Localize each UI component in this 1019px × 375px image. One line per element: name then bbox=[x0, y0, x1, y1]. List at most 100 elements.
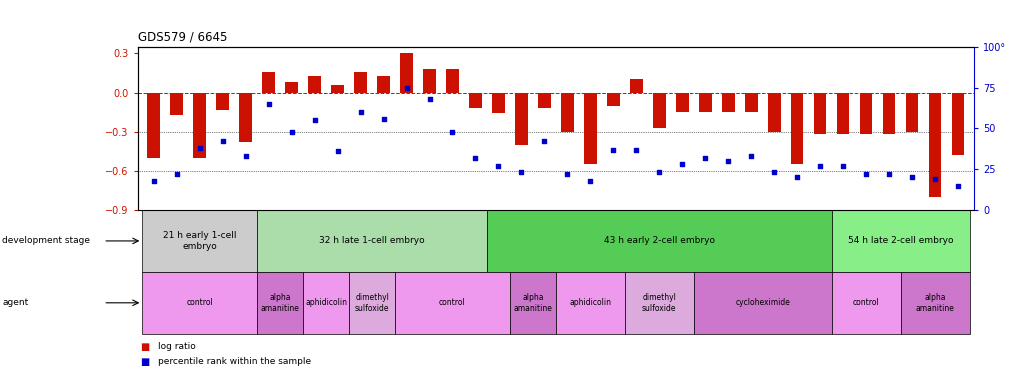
Bar bbox=[138, 210, 973, 275]
Point bbox=[742, 153, 758, 159]
Bar bbox=[257, 210, 486, 272]
Point bbox=[604, 147, 621, 153]
Point bbox=[490, 163, 506, 169]
Point bbox=[513, 170, 529, 176]
Point bbox=[811, 163, 827, 169]
Text: agent: agent bbox=[2, 298, 29, 307]
Text: GDS579 / 6645: GDS579 / 6645 bbox=[138, 30, 227, 43]
Point bbox=[421, 96, 437, 102]
Text: ■: ■ bbox=[140, 357, 149, 367]
Point bbox=[949, 183, 965, 189]
Bar bbox=[900, 272, 968, 334]
Point bbox=[857, 171, 873, 177]
Bar bbox=[630, 80, 642, 93]
Bar bbox=[257, 272, 303, 334]
Text: log ratio: log ratio bbox=[158, 342, 196, 351]
Text: cycloheximide: cycloheximide bbox=[735, 298, 790, 307]
Point bbox=[650, 170, 666, 176]
Point bbox=[628, 147, 644, 153]
Point bbox=[467, 155, 483, 161]
Bar bbox=[928, 93, 941, 197]
Bar bbox=[148, 93, 160, 158]
Bar bbox=[538, 93, 550, 108]
Point bbox=[582, 178, 598, 184]
Bar bbox=[836, 93, 849, 134]
Bar bbox=[510, 272, 555, 334]
Point bbox=[696, 155, 712, 161]
Point bbox=[306, 117, 322, 123]
Text: alpha
amanitine: alpha amanitine bbox=[915, 293, 954, 312]
Bar bbox=[721, 93, 734, 112]
Bar bbox=[394, 272, 510, 334]
Text: ■: ■ bbox=[140, 342, 149, 352]
Bar bbox=[377, 76, 389, 93]
Point bbox=[214, 138, 230, 144]
Point bbox=[835, 163, 851, 169]
Bar bbox=[676, 93, 688, 112]
Point bbox=[926, 176, 943, 182]
Bar bbox=[194, 93, 206, 158]
Bar bbox=[170, 93, 182, 115]
Point bbox=[903, 174, 919, 180]
Bar bbox=[308, 76, 321, 93]
Bar bbox=[348, 272, 394, 334]
Bar bbox=[143, 210, 257, 272]
Bar bbox=[515, 93, 527, 145]
Point bbox=[237, 153, 254, 159]
Text: percentile rank within the sample: percentile rank within the sample bbox=[158, 357, 311, 366]
Text: 32 h late 1-cell embryo: 32 h late 1-cell embryo bbox=[319, 236, 425, 245]
Bar bbox=[331, 85, 343, 93]
Bar bbox=[486, 210, 830, 272]
Point bbox=[558, 171, 575, 177]
Text: 43 h early 2-cell embryo: 43 h early 2-cell embryo bbox=[603, 236, 714, 245]
Bar bbox=[216, 93, 229, 110]
Bar bbox=[744, 93, 757, 112]
Bar bbox=[652, 93, 665, 128]
Bar bbox=[469, 93, 481, 108]
Point bbox=[146, 178, 162, 184]
Text: development stage: development stage bbox=[2, 236, 90, 245]
Bar bbox=[830, 210, 968, 272]
Text: aphidicolin: aphidicolin bbox=[305, 298, 346, 307]
Bar bbox=[555, 272, 625, 334]
Point bbox=[789, 174, 805, 180]
Bar bbox=[859, 93, 871, 134]
Bar bbox=[905, 93, 917, 132]
Text: dimethyl
sulfoxide: dimethyl sulfoxide bbox=[355, 293, 389, 312]
Bar bbox=[303, 272, 348, 334]
Text: 21 h early 1-cell
embryo: 21 h early 1-cell embryo bbox=[163, 231, 236, 251]
Point bbox=[168, 171, 184, 177]
Text: control: control bbox=[439, 298, 466, 307]
Bar bbox=[285, 82, 298, 93]
Bar bbox=[445, 69, 459, 93]
Text: aphidicolin: aphidicolin bbox=[569, 298, 610, 307]
Bar bbox=[790, 93, 803, 164]
Point bbox=[536, 138, 552, 144]
Point bbox=[880, 171, 897, 177]
Point bbox=[765, 170, 782, 176]
Bar bbox=[239, 93, 252, 142]
Point bbox=[398, 85, 415, 91]
Bar bbox=[625, 272, 693, 334]
Bar bbox=[560, 93, 573, 132]
Bar bbox=[693, 272, 830, 334]
Text: control: control bbox=[186, 298, 213, 307]
Bar bbox=[881, 93, 895, 134]
Point bbox=[719, 158, 736, 164]
Point bbox=[283, 129, 300, 135]
Point bbox=[260, 101, 276, 107]
Bar bbox=[830, 272, 900, 334]
Bar bbox=[354, 72, 367, 93]
Point bbox=[444, 129, 461, 135]
Bar bbox=[606, 93, 620, 106]
Point bbox=[329, 148, 345, 154]
Text: 54 h late 2-cell embryo: 54 h late 2-cell embryo bbox=[847, 236, 953, 245]
Text: alpha
amanitine: alpha amanitine bbox=[513, 293, 552, 312]
Point bbox=[674, 161, 690, 167]
Bar bbox=[399, 53, 413, 93]
Point bbox=[192, 145, 208, 151]
Bar bbox=[143, 272, 257, 334]
Bar bbox=[491, 93, 504, 113]
Point bbox=[375, 116, 391, 122]
Bar bbox=[698, 93, 711, 112]
